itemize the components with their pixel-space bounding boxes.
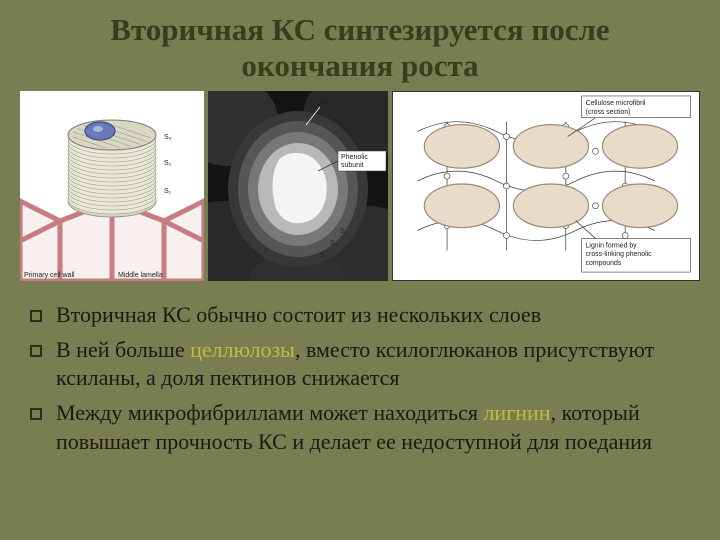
- label-microfibril: Cellulose microfibril: [586, 100, 646, 107]
- bullet-item: Между микрофибриллами может находиться л…: [30, 399, 690, 456]
- label-middle-lamella: Middle lamella: [118, 272, 163, 279]
- label-em-s3: S₃: [320, 252, 328, 259]
- figure-row: S₃ S₂ S₁ Primary cell wall Middle lamell…: [0, 91, 720, 281]
- bullet-marker-icon: [30, 345, 42, 357]
- svg-text:subunit: subunit: [341, 162, 364, 169]
- bullet-marker-icon: [30, 408, 42, 420]
- bullet-item: Вторичная КС обычно состоит из нескольки…: [30, 301, 690, 330]
- figure-microfibril-crosssection: Cellulose microfibril (cross section) Li…: [392, 91, 700, 281]
- label-lignin: Lignin formed by: [586, 243, 638, 250]
- label-em-s1: S₁: [340, 228, 348, 235]
- label-s3: S₃: [164, 134, 172, 141]
- bullet-marker-icon: [30, 310, 42, 322]
- bullet-item: В ней больше целлюлозы, вместо ксилоглюк…: [30, 336, 690, 393]
- label-cw1: CW₁: [316, 100, 331, 107]
- figure-cell-wall-layers: S₃ S₂ S₁ Primary cell wall Middle lamell…: [20, 91, 204, 281]
- title-line-2: окончания роста: [241, 48, 478, 83]
- bullet-list: Вторичная КС обычно состоит из нескольки…: [0, 281, 720, 456]
- bullet-text: В ней больше целлюлозы, вместо ксилоглюк…: [56, 336, 690, 393]
- label-s2: S₂: [164, 160, 172, 167]
- title-line-1: Вторичная КС синтезируется после: [110, 12, 609, 47]
- figure-em-micrograph: CW₁ S₁ S₂ S₃ Phenolic subunit: [208, 91, 388, 281]
- svg-text:compounds: compounds: [586, 260, 622, 267]
- label-primary-wall: Primary cell wall: [24, 272, 75, 279]
- label-em-s2: S₂: [330, 240, 338, 247]
- bullet-text: Вторичная КС обычно состоит из нескольки…: [56, 301, 541, 330]
- svg-text:(cross section): (cross section): [586, 109, 631, 116]
- label-s1: S₁: [164, 188, 172, 195]
- svg-text:cross-linking phenolic: cross-linking phenolic: [586, 252, 653, 259]
- slide-title: Вторичная КС синтезируется после окончан…: [0, 0, 720, 91]
- bullet-text: Между микрофибриллами может находиться л…: [56, 399, 690, 456]
- label-phenolic: Phenolic: [341, 154, 368, 161]
